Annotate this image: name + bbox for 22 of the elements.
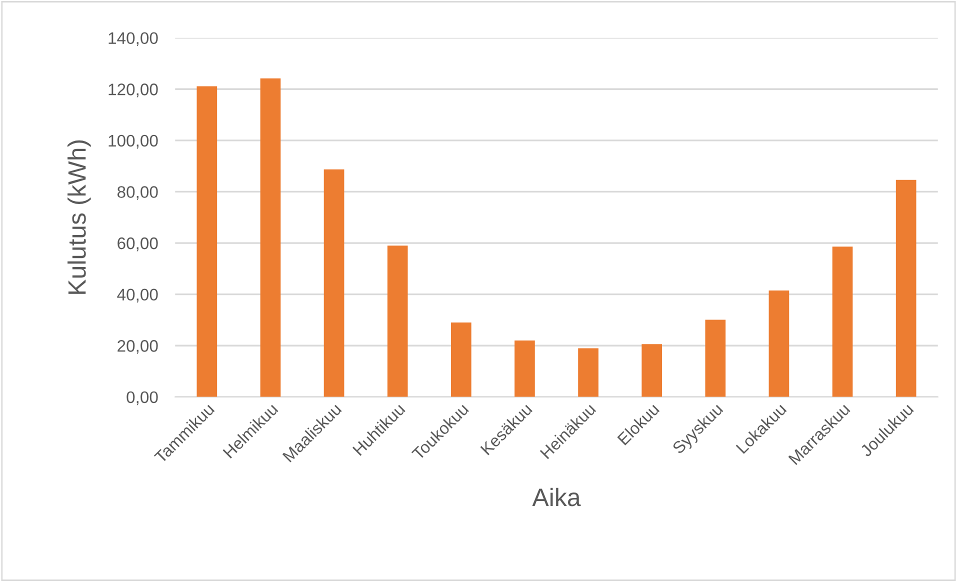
bar [260,78,281,397]
bar [196,86,218,397]
y-tick-label: 80,00 [117,186,158,200]
y-tick-label: 0,00 [126,391,158,406]
y-tick-label: 120,00 [108,84,158,98]
y-axis-title: Kulutus (kWh) [68,140,91,294]
y-tick-label: 20,00 [118,340,158,354]
y-tick-label: 100,00 [108,134,158,149]
y-tick-label: 40,00 [117,288,158,302]
bar [768,290,790,397]
bar [514,340,535,397]
y-tick-label: 140,00 [108,32,158,46]
bar [450,322,472,397]
bar [642,344,662,397]
x-axis-title: Aika [532,488,581,506]
bar [578,348,598,397]
bar [387,246,408,397]
bar [324,169,344,397]
bar [832,246,853,397]
bar [705,320,726,397]
y-tick-label: 60,00 [118,237,158,252]
bar [896,180,916,397]
